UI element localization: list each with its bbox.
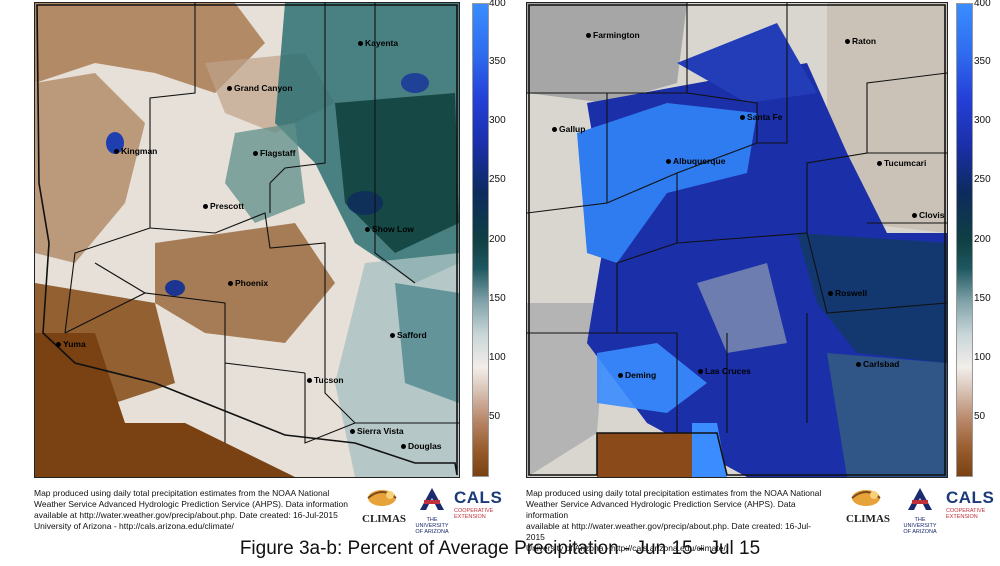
city-label: Safford xyxy=(390,330,427,340)
map-credit-text: Map produced using daily total precipita… xyxy=(526,488,822,553)
city-label: Yuma xyxy=(56,339,86,349)
colorbar xyxy=(472,3,489,477)
city-marker-icon xyxy=(856,362,861,368)
colorbar-tick: 100 xyxy=(974,352,991,363)
colorbar-tick: 50 xyxy=(489,411,501,422)
colorbar-tick: 100 xyxy=(489,352,506,363)
university-of-arizona-logo: THE UNIVERSITY OF ARIZONA xyxy=(900,486,940,535)
city-marker-icon xyxy=(618,373,623,379)
city-marker-icon xyxy=(912,213,917,219)
colorbar-tick: 250 xyxy=(489,174,506,185)
city-marker-icon xyxy=(228,281,233,287)
climas-mark-icon xyxy=(367,490,397,506)
map-credit-text: Map produced using daily total precipita… xyxy=(34,488,349,531)
city-label: Sierra Vista xyxy=(350,426,404,436)
logo-strip: CLIMAS THE UNIVERSITY OF ARIZONA CALS CO… xyxy=(846,486,996,535)
arizona-map-svg xyxy=(35,3,459,477)
cals-logo: CALS COOPERATIVE EXTENSION xyxy=(946,488,995,520)
arizona-a-icon xyxy=(420,488,444,510)
new-mexico-precipitation-map xyxy=(526,2,948,478)
city-label: Douglas xyxy=(401,441,442,451)
new-mexico-map-svg xyxy=(527,3,947,477)
climas-logo: CLIMAS xyxy=(362,486,410,525)
city-marker-icon xyxy=(307,378,312,384)
colorbar-tick: 300 xyxy=(974,115,991,126)
city-marker-icon xyxy=(56,342,61,348)
city-label: Las Cruces xyxy=(698,366,751,376)
city-label: Santa Fe xyxy=(740,112,782,122)
city-marker-icon xyxy=(365,227,370,233)
city-label: Roswell xyxy=(828,288,867,298)
city-label: Kingman xyxy=(114,146,157,156)
city-marker-icon xyxy=(828,291,833,297)
figure-caption: Figure 3a-b: Percent of Average Precipit… xyxy=(239,538,761,559)
city-marker-icon xyxy=(227,86,232,92)
city-label: Clovis xyxy=(912,210,945,220)
city-marker-icon xyxy=(350,429,355,435)
city-marker-icon xyxy=(253,151,258,157)
city-marker-icon xyxy=(203,204,208,210)
city-marker-icon xyxy=(877,161,882,167)
cals-logo: CALS COOPERATIVE EXTENSION xyxy=(454,488,503,520)
logo-strip: CLIMAS THE UNIVERSITY OF ARIZONA CALS CO… xyxy=(362,486,502,535)
arizona-a-icon xyxy=(908,488,932,510)
city-label: Kayenta xyxy=(358,38,398,48)
climas-logo: CLIMAS xyxy=(846,486,894,525)
colorbar-tick: 150 xyxy=(489,293,506,304)
city-marker-icon xyxy=(666,159,671,165)
city-label: Prescott xyxy=(203,201,244,211)
city-marker-icon xyxy=(114,149,119,155)
city-marker-icon xyxy=(740,115,745,121)
city-label: Tucson xyxy=(307,375,344,385)
city-label: Grand Canyon xyxy=(227,83,293,93)
colorbar-tick: 250 xyxy=(974,174,991,185)
city-marker-icon xyxy=(390,333,395,339)
colorbar-tick: 350 xyxy=(489,56,506,67)
city-label: Raton xyxy=(845,36,876,46)
city-label: Show Low xyxy=(365,224,414,234)
university-of-arizona-logo: THE UNIVERSITY OF ARIZONA xyxy=(412,486,452,535)
city-marker-icon xyxy=(358,41,363,47)
city-label: Albuquerque xyxy=(666,156,725,166)
arizona-precipitation-map xyxy=(34,2,460,478)
colorbar-tick: 50 xyxy=(974,411,986,422)
colorbar-tick: 150 xyxy=(974,293,991,304)
city-marker-icon xyxy=(401,444,406,450)
city-label: Deming xyxy=(618,370,656,380)
city-label: Phoenix xyxy=(228,278,268,288)
colorbar-tick: 400 xyxy=(489,0,506,9)
city-label: Farmington xyxy=(586,30,640,40)
city-label: Tucumcari xyxy=(877,158,926,168)
colorbar-tick: 400 xyxy=(974,0,991,9)
arizona-panel: Kayenta Grand Canyon Kingman Flagstaff P… xyxy=(0,0,506,535)
city-marker-icon xyxy=(698,369,703,375)
colorbar-tick: 300 xyxy=(489,115,506,126)
city-marker-icon xyxy=(845,39,850,45)
colorbar-tick: 200 xyxy=(974,234,991,245)
city-marker-icon xyxy=(586,33,591,39)
city-label: Carlsbad xyxy=(856,359,899,369)
city-marker-icon xyxy=(552,127,557,133)
colorbar-tick: 200 xyxy=(489,234,506,245)
colorbar xyxy=(956,3,973,477)
colorbar-tick: 350 xyxy=(974,56,991,67)
new-mexico-panel: Farmington Raton Gallup Santa Fe Albuque… xyxy=(500,0,1000,553)
city-label: Gallup xyxy=(552,124,585,134)
climas-mark-icon xyxy=(851,490,881,506)
city-label: Flagstaff xyxy=(253,148,295,158)
